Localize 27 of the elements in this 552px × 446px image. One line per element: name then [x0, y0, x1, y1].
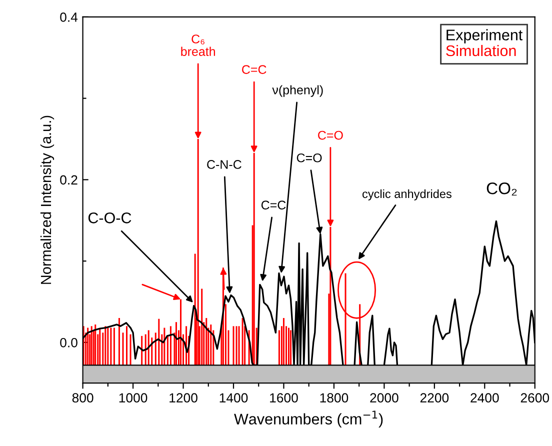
annotation: C=O: [296, 153, 322, 162]
text: Experiment: [446, 29, 523, 44]
y-tick-label: 0.4: [60, 12, 78, 22]
x-tick-label: 1200: [170, 393, 198, 403]
annotation: C-O-C: [88, 212, 132, 224]
annotation: C₆ breath: [181, 34, 215, 56]
x-tick-label: 2600: [520, 393, 550, 403]
x-tick-label: 2200: [420, 393, 449, 403]
x-tick-label: 2000: [370, 393, 398, 403]
x-tick-label: 2400: [470, 393, 499, 403]
annotation: C-N-C: [207, 160, 242, 169]
x-axis-title: Wavenumbers (cm$^{−1}$): [234, 410, 383, 428]
annotation: ν(phenyl): [272, 85, 323, 97]
annotation: C=C: [261, 200, 286, 210]
x-tick-label: 1000: [119, 393, 148, 403]
x-tick-label: 1600: [270, 393, 298, 403]
x-tick-label: 1800: [320, 393, 348, 403]
text: Simulation: [446, 44, 516, 56]
annotation: cyclic anhydrides: [362, 189, 452, 200]
annotation: C=C: [242, 65, 266, 74]
x-tick-label: 1400: [220, 393, 248, 403]
x-tick-label: 800: [72, 393, 94, 403]
annotation: C=O: [318, 130, 343, 140]
y-tick-label: 0.0: [60, 338, 78, 348]
y-tick-label: 0.2: [60, 175, 78, 185]
annotation: CO₂: [486, 182, 517, 196]
y-axis-title: Normalized Intensity (a.u.): [40, 116, 54, 284]
